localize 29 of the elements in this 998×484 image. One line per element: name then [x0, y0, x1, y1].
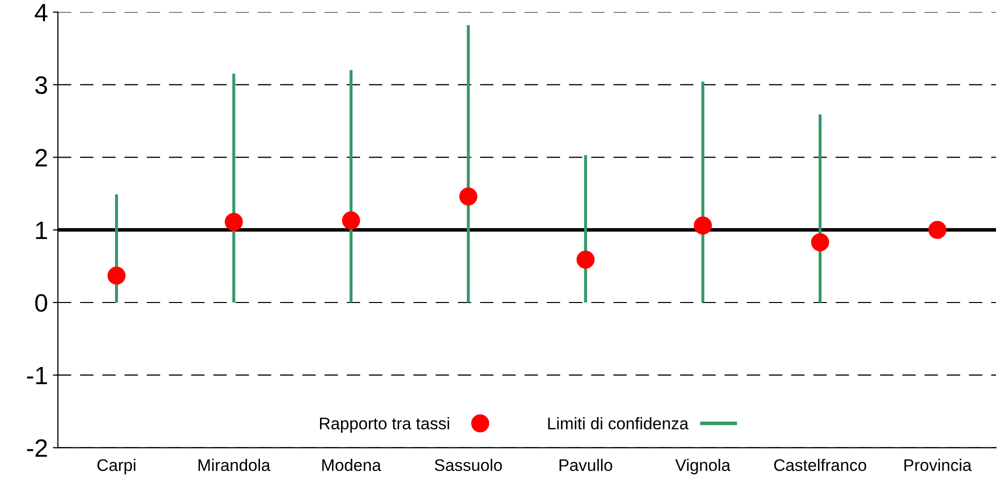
x-tick-label: Mirandola: [198, 458, 270, 472]
y-tick-label: -1: [27, 366, 47, 384]
y-tick-label: -2: [27, 439, 47, 457]
bar: [818, 114, 822, 302]
x-tick-label: Provincia: [904, 458, 972, 472]
y-tick-label: 1: [36, 222, 47, 239]
legend-label: Limiti di confidenza: [548, 417, 689, 430]
point: [224, 212, 243, 231]
bar: [701, 82, 704, 302]
x-tick-label: Modena: [322, 458, 382, 472]
x-tick-label: Castelfranco: [774, 458, 866, 472]
y-tick-label: 0: [35, 294, 48, 312]
y-tick-label: 3: [35, 76, 48, 94]
bar: [350, 70, 353, 302]
point: [107, 266, 126, 285]
point: [342, 211, 360, 230]
bar: [466, 25, 470, 302]
x-tick-label: Pavullo: [560, 458, 612, 472]
x-tick-label: Carpi: [97, 458, 136, 474]
x-tick-label: Vignola: [675, 458, 730, 474]
point: [694, 216, 712, 235]
y-tick-label: 4: [34, 4, 48, 22]
point: [459, 187, 478, 206]
point: [576, 250, 595, 269]
legend-label: Rapporto tra tassi: [320, 417, 450, 433]
point: [811, 233, 830, 252]
x-tick-label: Sassuolo: [434, 458, 502, 472]
point: [928, 220, 946, 239]
y-tick-label: 2: [36, 148, 47, 166]
